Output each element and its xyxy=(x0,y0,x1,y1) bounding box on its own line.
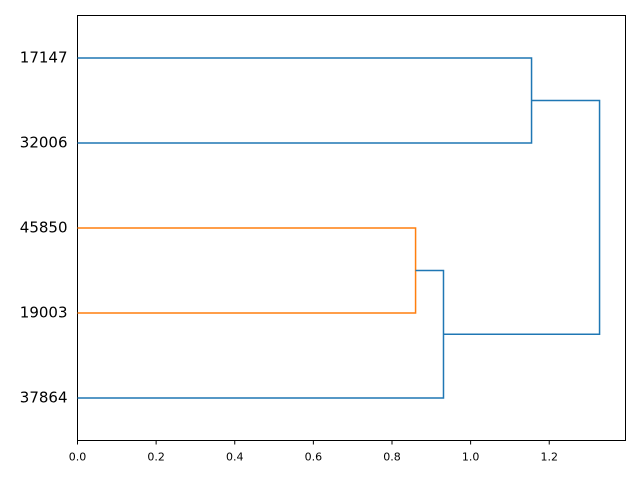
leaf-label: 37864 xyxy=(20,389,68,407)
leaf-label: 19003 xyxy=(20,304,68,322)
link xyxy=(77,227,417,314)
leaf-label: 17147 xyxy=(20,49,68,67)
link xyxy=(77,57,533,144)
x-tick-label: 0.4 xyxy=(226,451,244,464)
x-tick-label: 1.0 xyxy=(462,451,480,464)
leaf-label: 32006 xyxy=(20,134,68,152)
link xyxy=(77,269,445,399)
leaf-label: 45850 xyxy=(20,219,68,237)
x-tick-label: 1.2 xyxy=(540,451,558,464)
x-tick-label: 0.2 xyxy=(147,451,165,464)
x-tick-label: 0.6 xyxy=(305,451,323,464)
link xyxy=(443,99,601,335)
x-tick-label: 0.0 xyxy=(69,451,87,464)
x-tick-label: 0.8 xyxy=(383,451,401,464)
